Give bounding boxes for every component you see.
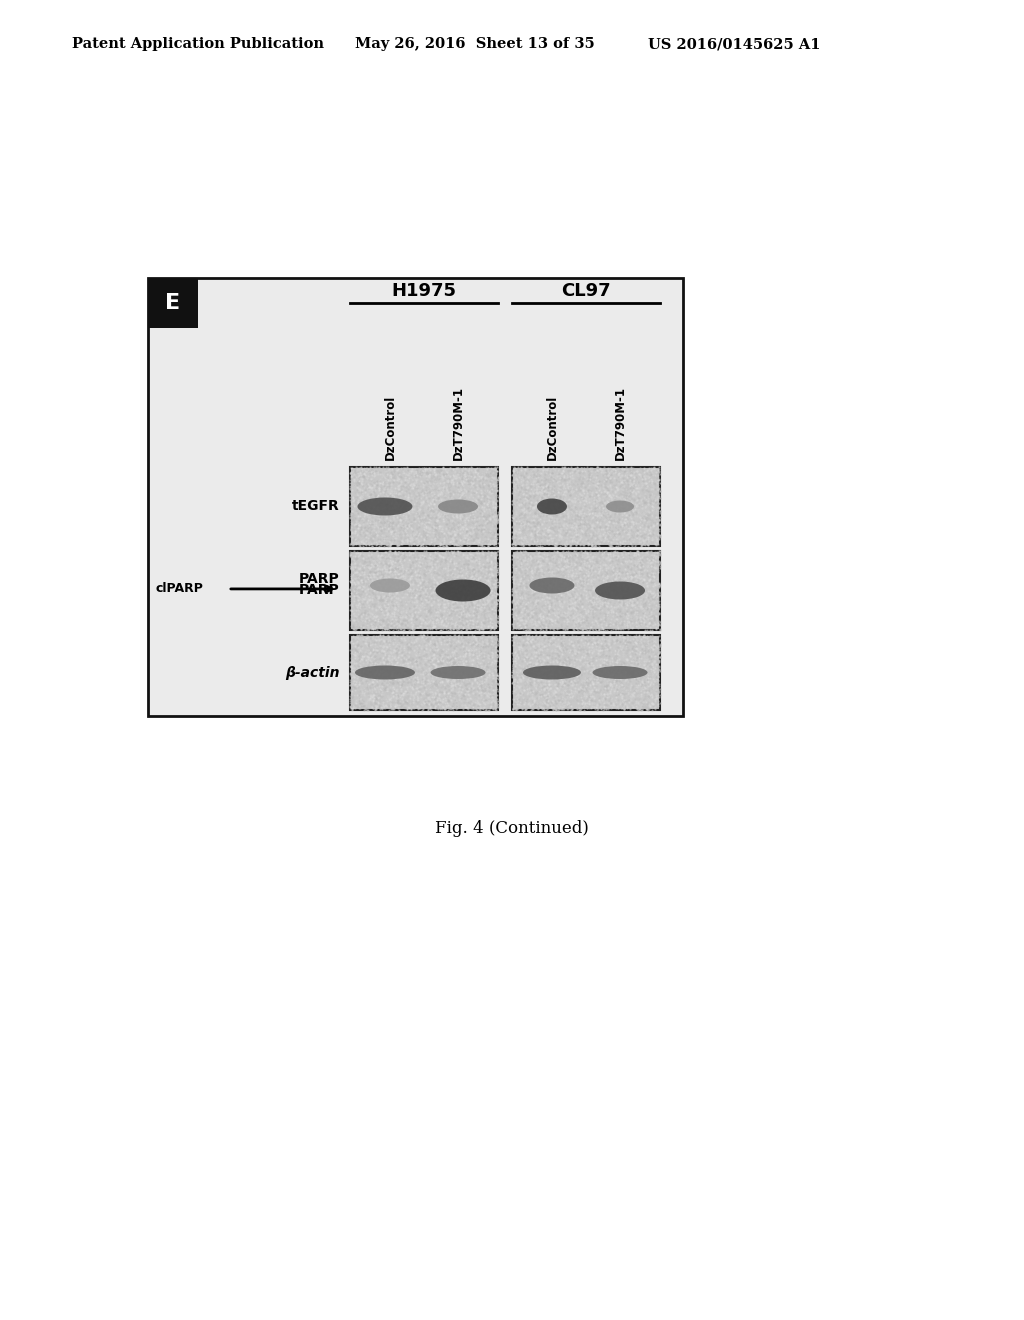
Text: US 2016/0145625 A1: US 2016/0145625 A1 [648,37,820,51]
Ellipse shape [537,499,567,515]
Text: CL97: CL97 [561,282,610,300]
Text: Fig. 4 (Continued): Fig. 4 (Continued) [435,820,589,837]
Ellipse shape [593,667,647,678]
Bar [350,467,498,546]
Ellipse shape [595,582,645,599]
Ellipse shape [529,578,574,594]
Bar [148,279,683,715]
Bar [512,467,660,546]
Text: E: E [166,293,180,313]
Ellipse shape [438,499,478,513]
Text: clPARP: clPARP [156,582,204,595]
Bar [512,550,660,630]
Text: DzControl: DzControl [383,395,396,459]
Ellipse shape [370,578,410,593]
Bar [350,550,498,630]
Text: DzT790M-1: DzT790M-1 [452,385,465,459]
Text: H1975: H1975 [391,282,457,300]
Text: DzControl: DzControl [546,395,558,459]
Ellipse shape [357,498,413,516]
Ellipse shape [606,500,634,512]
Ellipse shape [435,579,490,602]
Text: DzT790M-1: DzT790M-1 [613,385,627,459]
Bar [512,635,660,710]
Ellipse shape [523,665,581,680]
Ellipse shape [430,667,485,678]
Text: β-actin: β-actin [286,665,340,680]
Text: May 26, 2016  Sheet 13 of 35: May 26, 2016 Sheet 13 of 35 [355,37,595,51]
Bar [350,635,498,710]
Text: PARP: PARP [299,572,340,586]
Bar [148,279,198,327]
Text: tEGFR: tEGFR [292,499,340,513]
Text: PARP: PARP [299,583,340,598]
Ellipse shape [355,665,415,680]
Text: Patent Application Publication: Patent Application Publication [72,37,324,51]
